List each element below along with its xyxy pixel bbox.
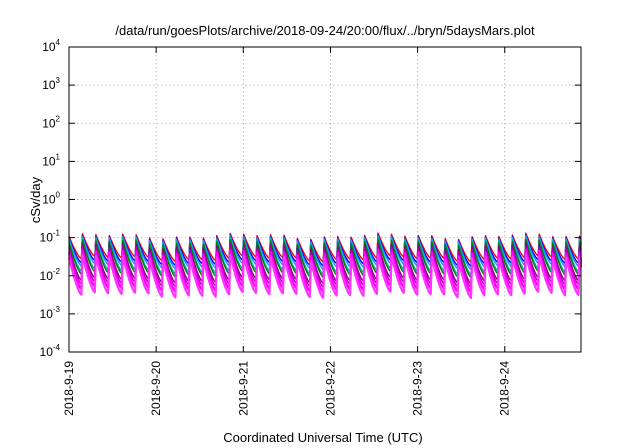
y-tick-label: 100: [42, 191, 60, 207]
y-tick-label: 10-3: [40, 305, 61, 321]
chart-title: /data/run/goesPlots/archive/2018-09-24/2…: [115, 23, 535, 38]
x-tick-labels: 2018-9-19 2018-9-20 2018-9-21 2018-9-22 2018…: [62, 361, 512, 416]
y-tick-label: 102: [42, 114, 60, 130]
series-line: [67, 253, 583, 300]
x-tick-label: 2018-9-20: [149, 361, 163, 416]
series-layer: [67, 232, 583, 300]
x-tick-label: 2018-9-24: [498, 361, 512, 416]
grid: [69, 47, 581, 352]
x-tick-label: 2018-9-19: [62, 361, 76, 416]
series-line: [67, 248, 583, 294]
x-tick-label: 2018-9-21: [236, 361, 250, 416]
y-tick-label: 10-2: [40, 267, 61, 283]
y-axis-label: cSv/day: [28, 176, 43, 223]
y-tick-label: 10-4: [40, 343, 61, 359]
x-tick-label: 2018-9-22: [323, 361, 337, 416]
series-line: [68, 238, 582, 279]
y-tick-labels: 10-4 10-3 10-2 10-1 100 101 102 103 104: [40, 38, 61, 359]
x-tick-label: 2018-9-23: [411, 361, 425, 416]
y-tick-label: 103: [42, 76, 60, 92]
y-tick-label: 104: [42, 38, 60, 54]
series-line: [68, 242, 582, 285]
x-axis-label: Coordinated Universal Time (UTC): [223, 430, 422, 445]
ticks: [68, 46, 581, 353]
y-tick-label: 10-1: [40, 229, 61, 245]
y-tick-label: 101: [42, 152, 60, 168]
